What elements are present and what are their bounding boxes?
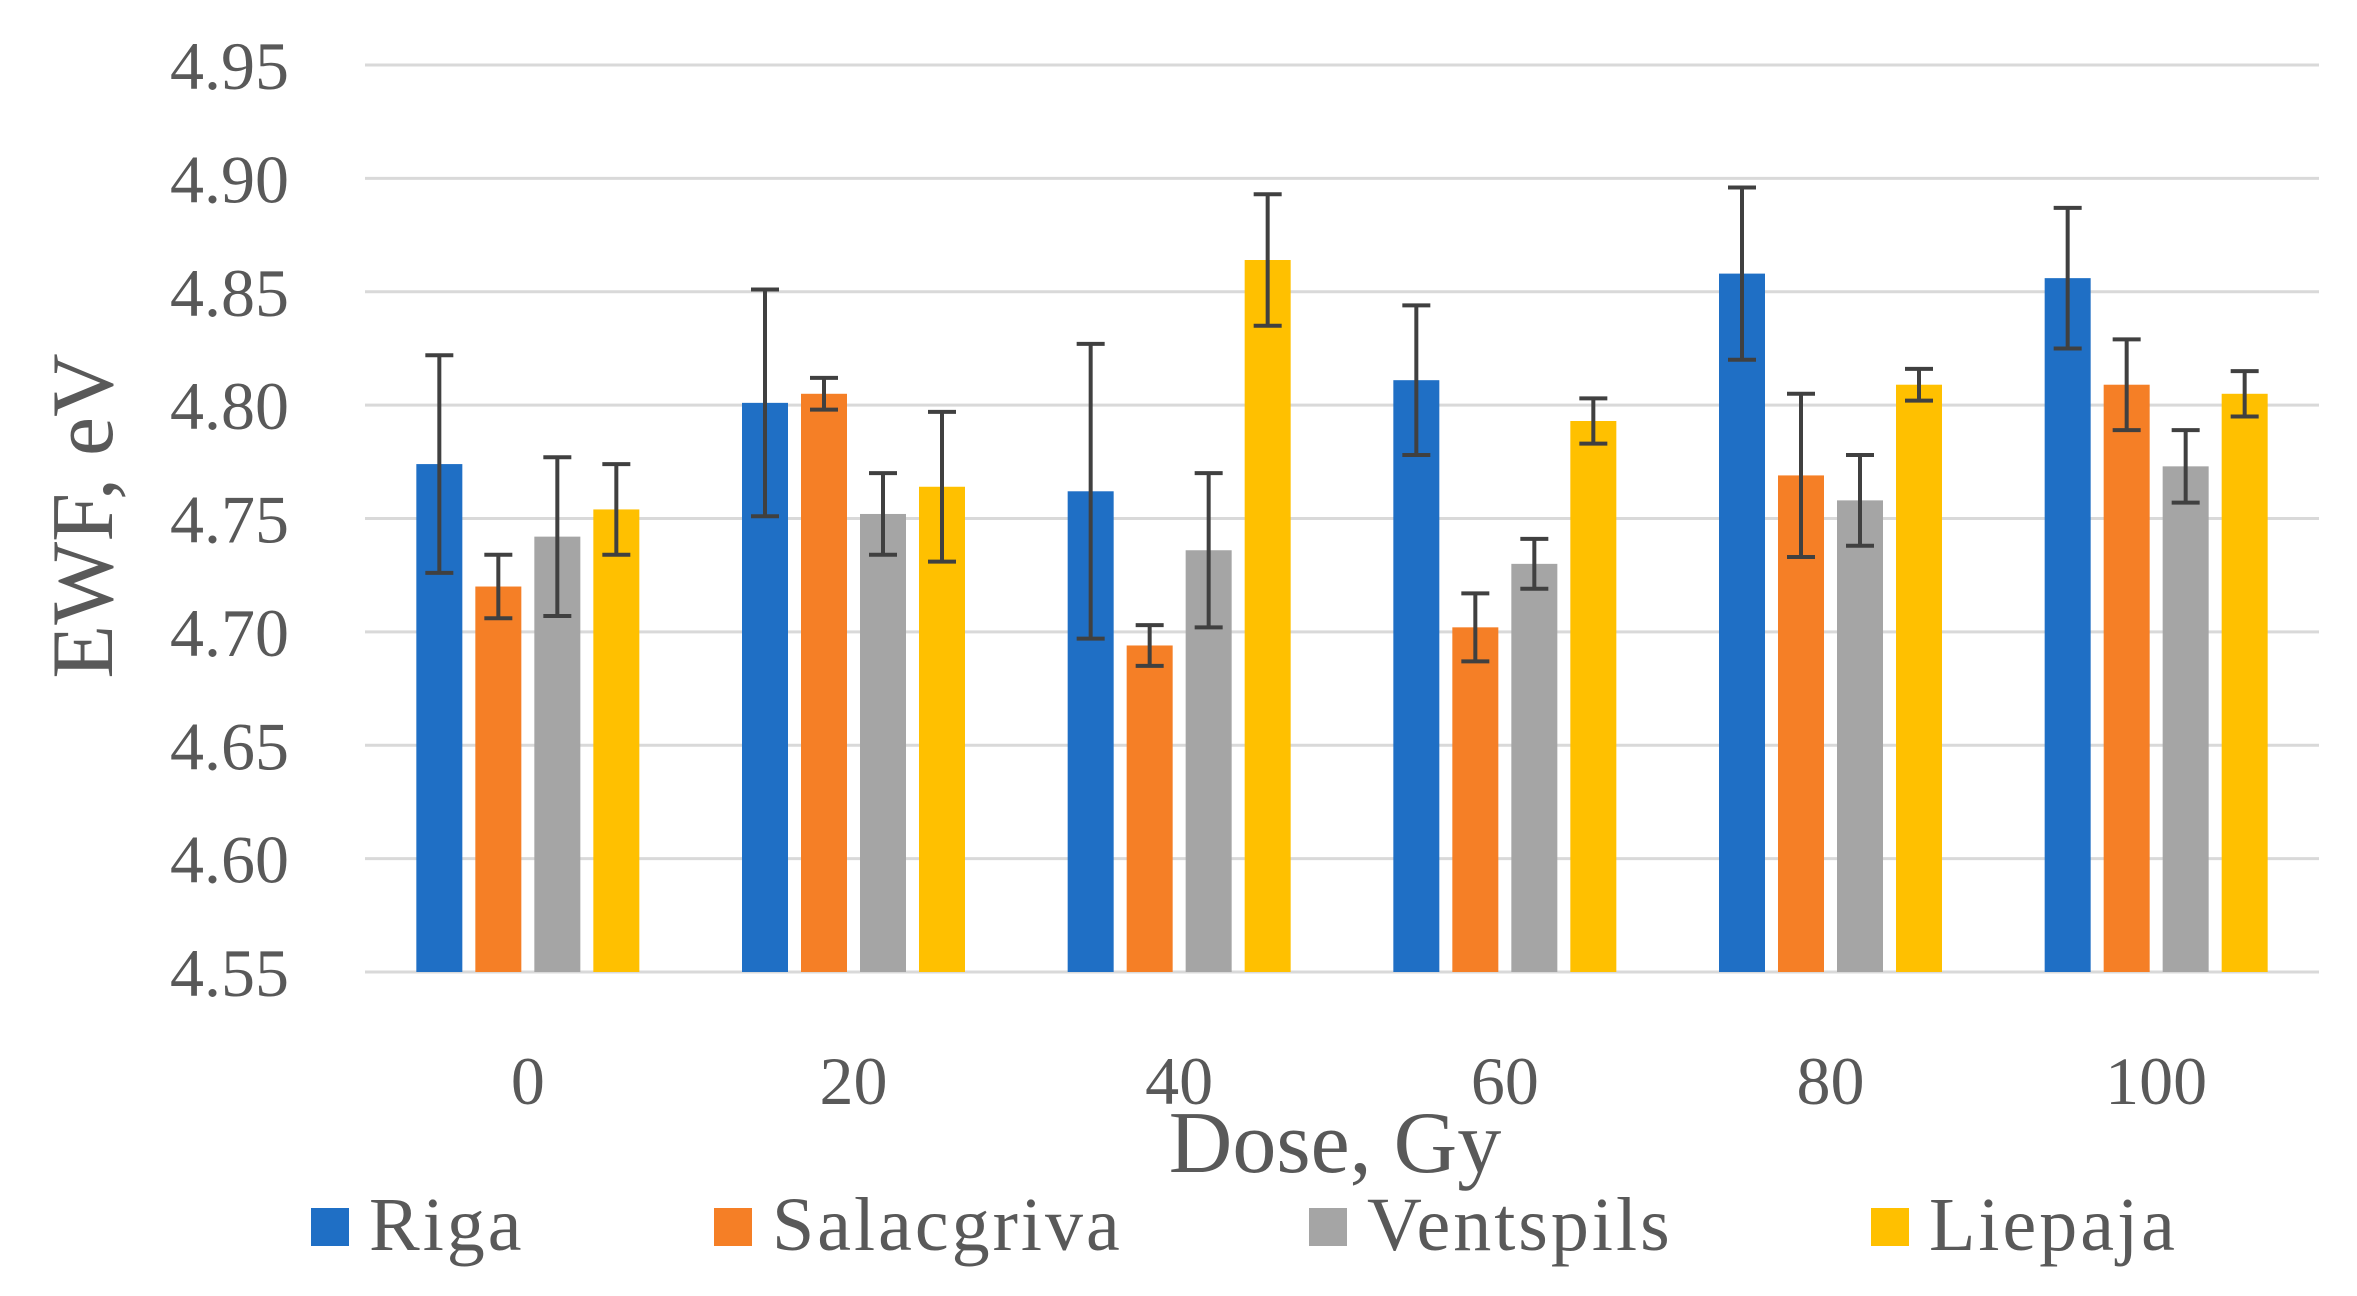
legend-label: Riga [369, 1183, 525, 1267]
bar-salacgriva-20 [801, 393, 847, 973]
bar-liepaja-0 [593, 509, 640, 972]
error-bar [928, 409, 956, 564]
error-bar [1402, 303, 1431, 458]
bar-ventspils-100 [2162, 466, 2209, 972]
legend-label: Ventspils [1367, 1183, 1673, 1267]
error-bar [1905, 366, 1933, 403]
legend-label: Liepaja [1929, 1183, 2178, 1267]
bar-salacgriva-40 [1126, 645, 1173, 972]
error-bar [2053, 205, 2082, 351]
y-tick-label: 4.75 [170, 482, 289, 558]
bar-riga-60 [1393, 380, 1440, 972]
bars [416, 185, 2268, 973]
y-tick-label: 4.55 [170, 935, 289, 1011]
bar-ventspils-80 [1837, 500, 1883, 972]
y-tick-label: 4.60 [170, 822, 289, 898]
bar-riga-100 [2044, 278, 2091, 972]
bar-salacgriva-60 [1452, 627, 1499, 972]
error-bar [751, 287, 779, 519]
error-bar [1076, 341, 1105, 641]
legend-swatch-riga [311, 1208, 349, 1246]
y-tick-label: 4.90 [170, 141, 289, 217]
bar-liepaja-100 [2221, 393, 2268, 973]
y-tick-labels: 4.55 4.60 4.65 4.70 4.75 4.80 4.85 4.90 4.95 [170, 28, 289, 1011]
y-tick-label: 4.80 [170, 368, 289, 444]
y-tick-label: 4.65 [170, 708, 289, 784]
legend-label: Salacgriva [772, 1183, 1123, 1267]
error-bar [1787, 391, 1815, 560]
error-bar [425, 353, 454, 575]
x-tick-label: 0 [511, 1043, 545, 1119]
x-tick-label: 100 [2105, 1043, 2207, 1119]
error-bar [1579, 396, 1608, 446]
bar-liepaja-20 [919, 486, 965, 972]
error-bar [1461, 591, 1490, 664]
x-tick-label: 40 [1145, 1043, 1213, 1119]
legend: Riga Salacgriva Ventspils Liepaja [311, 1183, 2178, 1267]
error-bar [484, 552, 513, 621]
x-tick-label: 20 [820, 1043, 888, 1119]
bar-liepaja-80 [1896, 384, 1942, 972]
x-tick-labels: 0 20 40 60 80 100 [511, 1043, 2207, 1119]
error-bar [543, 455, 572, 619]
error-bar [2230, 369, 2259, 419]
error-bar [1728, 185, 1756, 362]
y-tick-label: 4.85 [170, 255, 289, 331]
bar-ventspils-20 [860, 513, 906, 972]
error-bar [1520, 536, 1549, 591]
error-bar [869, 471, 897, 557]
x-axis-label: Dose, Gy [1169, 1095, 1501, 1192]
x-tick-label: 80 [1797, 1043, 1865, 1119]
legend-swatch-salacgriva [714, 1208, 752, 1246]
x-tick-label: 60 [1471, 1043, 1539, 1119]
error-bar [2171, 428, 2200, 505]
error-bar [2112, 337, 2141, 433]
legend-swatch-liepaja [1871, 1208, 1909, 1246]
bar-riga-80 [1719, 273, 1765, 972]
gridlines [365, 63, 2319, 974]
y-tick-label: 4.95 [170, 28, 289, 104]
bar-liepaja-40 [1244, 260, 1291, 972]
legend-swatch-ventspils [1309, 1208, 1347, 1246]
error-bar [1194, 471, 1223, 630]
y-axis-label: EWF, eV [35, 353, 132, 678]
error-bar [1253, 192, 1282, 328]
error-bar [1846, 453, 1874, 548]
bar-salacgriva-100 [2103, 384, 2150, 972]
y-tick-label: 4.70 [170, 595, 289, 671]
error-bar [1135, 623, 1164, 668]
error-bar [602, 462, 631, 557]
bar-liepaja-60 [1570, 420, 1617, 972]
error-bar [810, 375, 838, 412]
bar-salacgriva-0 [475, 586, 522, 972]
bar-ventspils-60 [1511, 563, 1558, 972]
